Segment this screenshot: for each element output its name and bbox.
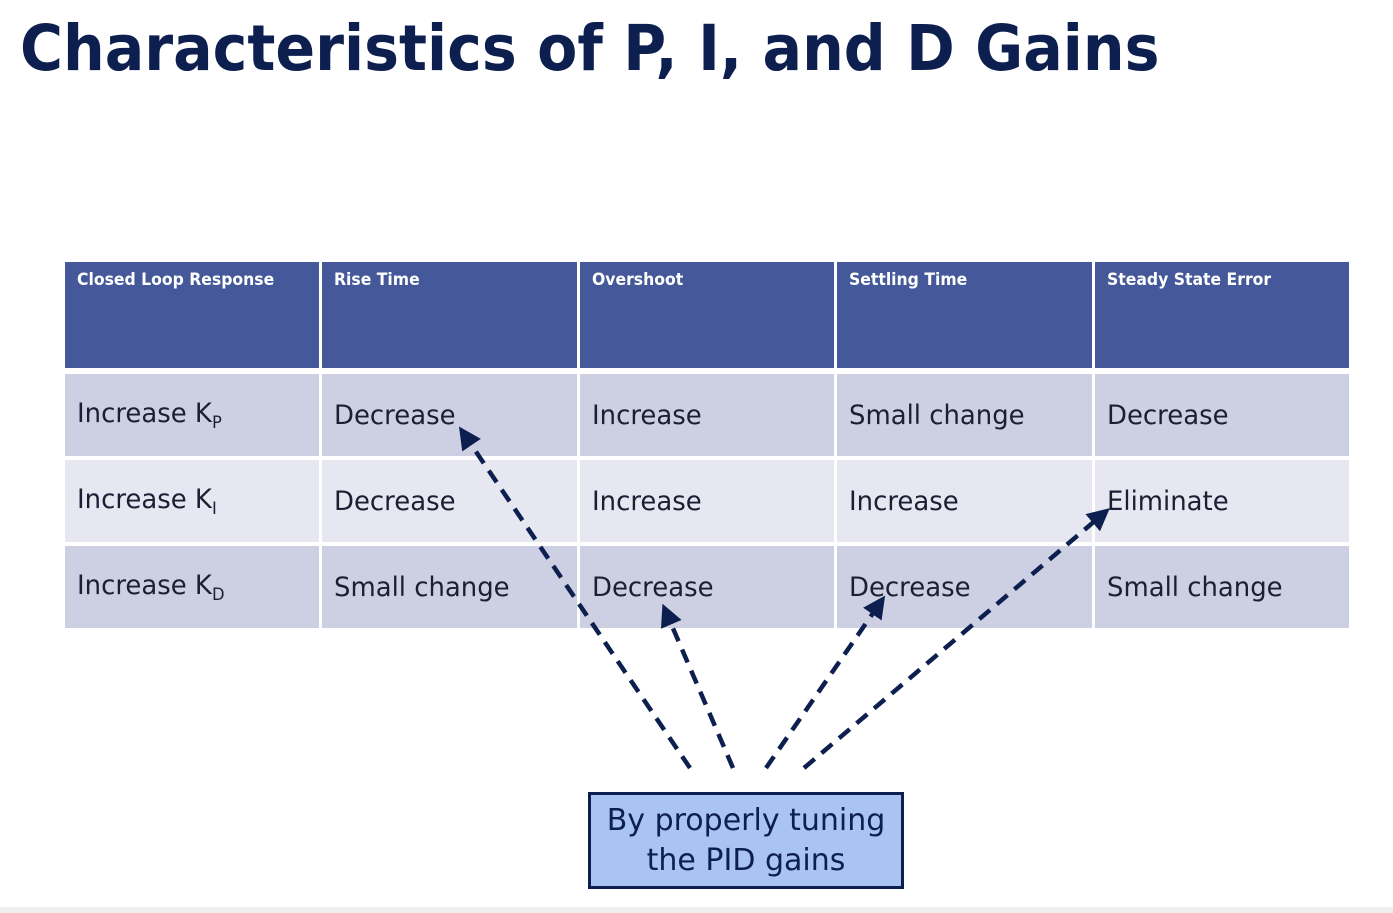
table-cell: Decrease	[322, 374, 577, 460]
table-cell: Decrease	[579, 546, 835, 632]
footer-bar	[0, 907, 1393, 913]
row-label-ki: Increase KI	[65, 460, 320, 546]
table-cell: Increase	[837, 460, 1092, 546]
table-cell: Decrease	[837, 546, 1092, 632]
table-row: Increase KP Decrease Increase Small chan…	[65, 374, 1349, 460]
table-cell: Decrease	[322, 460, 577, 546]
table-cell: Small change	[1094, 546, 1349, 632]
row-label-kp: Increase KP	[65, 374, 320, 460]
row-label-kd: Increase KD	[65, 546, 320, 632]
header-overshoot: Overshoot	[579, 262, 835, 374]
tuning-callout-box: By properly tuning the PID gains	[588, 792, 904, 889]
arrow-to-overshoot-kd	[660, 603, 736, 769]
table-cell: Decrease	[1094, 374, 1349, 460]
table-cell: Eliminate	[1094, 460, 1349, 546]
callout-line-1: By properly tuning	[606, 803, 886, 838]
table-cell: Small change	[837, 374, 1092, 460]
table-cell: Increase	[579, 374, 835, 460]
page-title: Characteristics of P, I, and D Gains	[20, 12, 1160, 85]
header-steady-state-error: Steady State Error	[1094, 262, 1349, 374]
table-row: Increase KI Decrease Increase Increase E…	[65, 460, 1349, 546]
header-settling-time: Settling Time	[837, 262, 1092, 374]
table-cell: Small change	[322, 546, 577, 632]
table-cell: Increase	[579, 460, 835, 546]
table-header-row: Closed Loop Response Rise Time Overshoot…	[65, 262, 1349, 374]
callout-line-2: the PID gains	[646, 843, 846, 878]
pid-characteristics-table: Closed Loop Response Rise Time Overshoot…	[62, 262, 1352, 632]
header-closed-loop-response: Closed Loop Response	[65, 262, 320, 374]
table-row: Increase KD Small change Decrease Decrea…	[65, 546, 1349, 632]
header-rise-time: Rise Time	[322, 262, 577, 374]
